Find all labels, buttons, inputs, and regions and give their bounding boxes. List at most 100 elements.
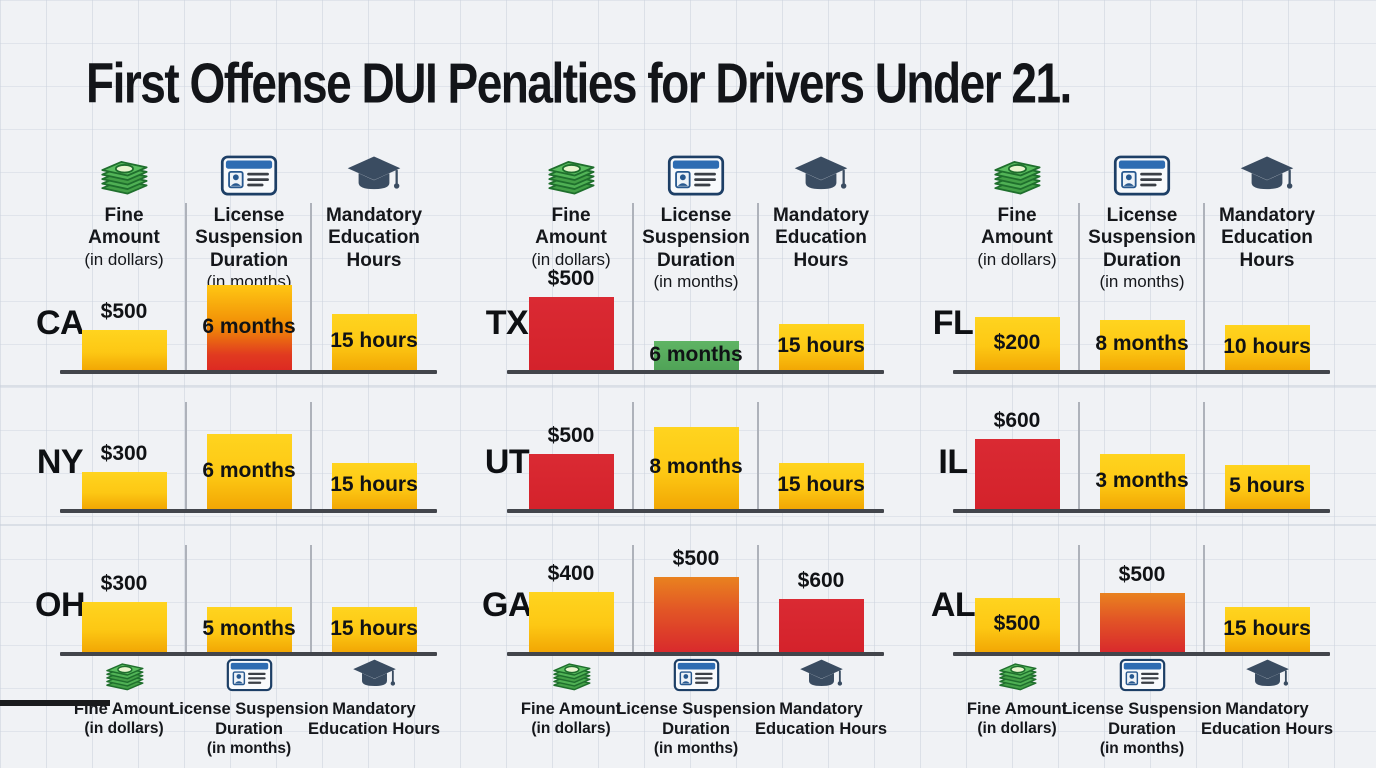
header-label-suspension: (in months) xyxy=(653,272,739,292)
footer-label-education: Education Hours xyxy=(307,719,440,738)
bar-value-label-FL-fine: $200 xyxy=(993,330,1041,354)
footer-label-education: Education Hours xyxy=(1200,719,1333,738)
header-label-education: Mandatory xyxy=(1218,205,1316,226)
baseline-UT xyxy=(507,509,884,513)
column-divider xyxy=(1078,203,1080,370)
bar-value-label-GA-fine: $400 xyxy=(547,562,595,585)
header-label-education: Education xyxy=(1221,227,1313,249)
baseline-FL xyxy=(953,370,1330,374)
bar-value-label-CA-education: 15 hours xyxy=(330,329,418,352)
footer-label-fine: (in dollars) xyxy=(977,719,1057,737)
header-label-fine: Amount xyxy=(88,227,160,249)
money-stack-icon xyxy=(57,152,191,199)
license-card-icon xyxy=(1062,656,1222,694)
bar-value-label-AL-education: 15 hours xyxy=(1223,616,1311,640)
bar-value-label-GA-suspension: $500 xyxy=(672,547,720,570)
footer-label-suspension: Duration xyxy=(1108,719,1176,738)
column-divider xyxy=(185,203,187,370)
column-footer-suspension: License Suspension Duration (in months) xyxy=(1062,656,1222,758)
column-footer-education: Mandatory Education Hours xyxy=(741,656,901,740)
baseline-CA xyxy=(60,370,437,374)
header-label-fine: (in dollars) xyxy=(977,249,1057,269)
bar-value-label-GA-education: $600 xyxy=(797,569,845,592)
footer-label-suspension: (in months) xyxy=(1099,739,1185,757)
bar-value-label-FL-education: 10 hours xyxy=(1223,334,1311,358)
bar-NY-suspension xyxy=(206,434,292,509)
bar-value-label-FL-suspension: 8 months xyxy=(1095,332,1189,355)
bar-value-label-AL-fine: $500 xyxy=(993,612,1041,635)
license-card-icon xyxy=(616,656,776,694)
column-divider xyxy=(632,545,634,652)
column-footer-fine: Fine Amount (in dollars) xyxy=(937,656,1097,738)
bar-FL-suspension xyxy=(1099,320,1185,370)
column-divider xyxy=(1078,545,1080,652)
footer-label-education: Education Hours xyxy=(754,719,887,738)
column-divider xyxy=(757,545,759,652)
footer-label-suspension: (in months) xyxy=(206,739,292,757)
footer-label-suspension: License Suspension xyxy=(169,700,329,718)
footer-label-education: Mandatory xyxy=(1225,700,1309,718)
graduation-cap-icon xyxy=(1187,656,1347,694)
header-label-fine: Fine xyxy=(997,205,1037,226)
bar-UT-suspension xyxy=(653,427,739,509)
header-label-fine: Amount xyxy=(535,227,607,249)
bar-UT-education xyxy=(778,463,864,509)
header-label-suspension: Suspension xyxy=(1088,227,1196,249)
money-stack-icon xyxy=(937,656,1097,694)
bar-UT-fine xyxy=(528,454,614,509)
baseline-GA xyxy=(507,652,884,656)
bar-OH-fine xyxy=(81,602,167,652)
header-label-education: Education xyxy=(328,227,420,249)
edge-strip xyxy=(0,700,110,706)
header-label-suspension: (in months) xyxy=(1099,272,1185,292)
column-header-fine: Fine Amount (in dollars) xyxy=(504,152,638,270)
header-label-education: Mandatory xyxy=(325,205,423,226)
bar-CA-fine xyxy=(81,330,167,370)
column-divider xyxy=(310,545,312,652)
state-label-TX: TX xyxy=(485,304,529,342)
bar-value-label-NY-fine: $300 xyxy=(100,442,148,465)
header-label-suspension: License xyxy=(660,205,732,226)
bar-value-label-OH-fine: $300 xyxy=(100,572,148,595)
state-label-AL: AL xyxy=(930,586,976,624)
bar-NY-education xyxy=(331,463,417,509)
column-divider xyxy=(757,402,759,509)
graduation-cap-icon xyxy=(294,656,454,694)
column-footer-suspension: License Suspension Duration (in months) xyxy=(169,656,329,758)
license-card-icon xyxy=(1075,152,1209,199)
license-card-icon xyxy=(182,152,316,199)
license-card-icon xyxy=(629,152,763,199)
column-divider xyxy=(310,203,312,370)
license-card-icon xyxy=(169,656,329,694)
column-divider xyxy=(1203,545,1205,652)
column-divider xyxy=(757,203,759,370)
column-divider xyxy=(1078,402,1080,509)
bar-TX-suspension xyxy=(653,341,739,370)
footer-label-suspension: Duration xyxy=(662,719,730,738)
column-divider xyxy=(310,402,312,509)
footer-label-fine: Fine Amount xyxy=(520,700,622,718)
header-label-education: Hours xyxy=(346,249,402,271)
footer-label-education: Mandatory xyxy=(332,700,416,718)
bar-value-label-TX-education: 15 hours xyxy=(777,334,865,357)
column-header-education: Mandatory Education Hours xyxy=(307,152,441,272)
bar-CA-suspension xyxy=(206,285,292,370)
bar-value-label-IL-education: 5 hours xyxy=(1229,474,1305,497)
bar-TX-education xyxy=(778,324,864,370)
column-footer-education: Mandatory Education Hours xyxy=(294,656,454,740)
bar-IL-fine xyxy=(974,439,1060,509)
header-label-fine: (in dollars) xyxy=(531,249,611,269)
bar-value-label-CA-suspension: 6 months xyxy=(202,314,296,338)
money-stack-icon xyxy=(491,656,651,694)
row-separator xyxy=(0,385,1376,387)
bar-IL-suspension xyxy=(1099,454,1185,509)
graduation-cap-icon xyxy=(741,656,901,694)
bar-IL-education xyxy=(1224,465,1310,509)
baseline-AL xyxy=(953,652,1330,656)
bar-CA-education xyxy=(331,314,417,370)
bar-value-label-TX-fine: $500 xyxy=(547,267,595,290)
state-label-FL: FL xyxy=(932,304,974,342)
bar-value-label-NY-education: 15 hours xyxy=(330,473,418,496)
row-separator xyxy=(0,524,1376,526)
baseline-OH xyxy=(60,652,437,656)
